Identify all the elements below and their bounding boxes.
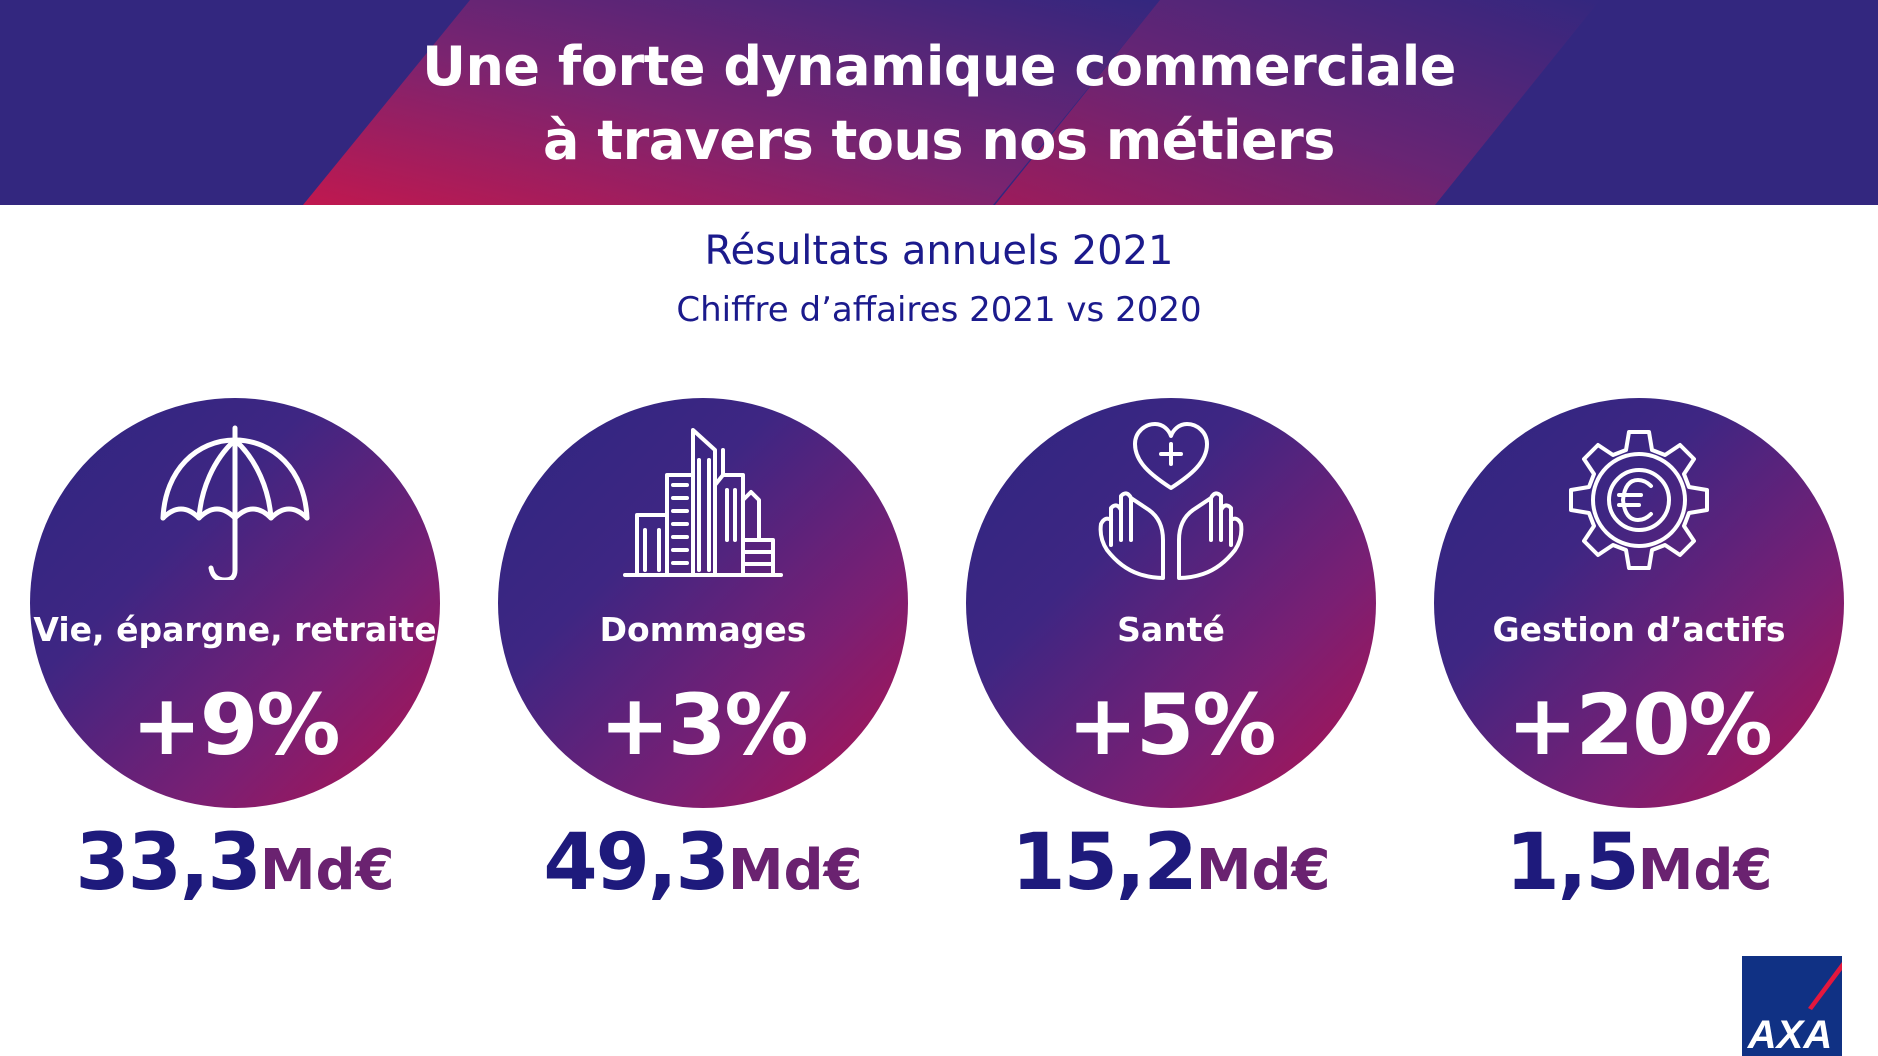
- city-buildings-icon: [623, 428, 783, 577]
- card-property-casualty: Dommages +3% 49,3Md€: [498, 398, 908, 918]
- card-label: Vie, épargne, retraite: [33, 610, 437, 649]
- amount-value: 33,3: [75, 818, 261, 908]
- card-label: Santé: [1117, 610, 1225, 649]
- growth-percentage: +3%: [599, 676, 809, 774]
- growth-percentage: +5%: [1067, 676, 1277, 774]
- revenue-amount: 49,3Md€: [498, 818, 908, 908]
- axa-logo: AXA: [1742, 956, 1842, 1056]
- euro-gear-icon: [1569, 430, 1709, 570]
- card-asset-management: Gestion d’actifs +20% 1,5Md€: [1434, 398, 1844, 918]
- card-life-savings: Vie, épargne, retraite +9% 33,3Md€: [30, 398, 440, 918]
- amount-value: 1,5: [1505, 818, 1640, 908]
- amount-value: 49,3: [543, 818, 729, 908]
- growth-percentage: +20%: [1507, 676, 1772, 774]
- page-title-line-2: à travers tous nos métiers: [543, 109, 1335, 172]
- revenue-amount: 15,2Md€: [966, 818, 1376, 908]
- amount-unit: Md€: [259, 838, 395, 903]
- amount-unit: Md€: [727, 838, 863, 903]
- banner-stripes: [303, 0, 1600, 205]
- card-label: Dommages: [599, 610, 807, 649]
- umbrella-icon: [160, 425, 310, 580]
- page-title: Une forte dynamique commerciale à traver…: [0, 30, 1878, 178]
- axa-logo-text: AXA: [1747, 1013, 1832, 1056]
- axa-logo-mark: AXA: [1742, 956, 1842, 1056]
- amount-unit: Md€: [1637, 838, 1773, 903]
- revenue-amount: 1,5Md€: [1434, 818, 1844, 908]
- header-banner: Une forte dynamique commerciale à traver…: [0, 0, 1878, 205]
- card-circle: Gestion d’actifs +20%: [1434, 398, 1844, 808]
- growth-percentage: +9%: [131, 676, 341, 774]
- card-circle: Dommages +3%: [498, 398, 908, 808]
- hands-heart-icon: [1098, 422, 1244, 580]
- subtitle-results: Résultats annuels 2021: [704, 228, 1174, 274]
- page-title-line-1: Une forte dynamique commerciale: [422, 35, 1456, 98]
- card-circle: Vie, épargne, retraite +9%: [30, 398, 440, 808]
- amount-value: 15,2: [1011, 818, 1197, 908]
- revenue-amount: 33,3Md€: [30, 818, 440, 908]
- card-circle: Santé +5%: [966, 398, 1376, 808]
- amount-unit: Md€: [1195, 838, 1331, 903]
- card-label: Gestion d’actifs: [1492, 610, 1786, 649]
- card-health: Santé +5% 15,2Md€: [966, 398, 1376, 918]
- subtitle-revenue: Chiffre d’affaires 2021 vs 2020: [676, 290, 1202, 330]
